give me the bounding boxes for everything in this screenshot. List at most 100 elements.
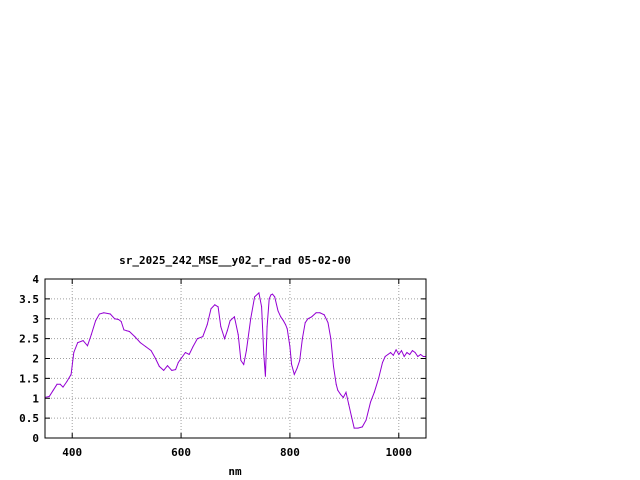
- data-point: [345, 391, 347, 393]
- data-point: [134, 336, 136, 338]
- data-point: [220, 326, 222, 328]
- y-tick-label: 3: [32, 313, 39, 326]
- data-point: [333, 365, 334, 367]
- data-point: [103, 312, 105, 314]
- data-point: [414, 352, 416, 353]
- data-point: [299, 360, 301, 361]
- data-point: [139, 342, 141, 344]
- y-tick-label: 2: [32, 353, 39, 366]
- data-point: [214, 304, 216, 306]
- data-point: [158, 365, 160, 367]
- data-point: [264, 375, 266, 377]
- data-point: [77, 342, 79, 344]
- data-point: [401, 350, 402, 352]
- x-tick-label: 800: [280, 446, 300, 459]
- data-point: [311, 316, 313, 318]
- data-point: [180, 358, 182, 359]
- data-point: [390, 352, 392, 353]
- data-point: [82, 340, 84, 342]
- data-point: [268, 298, 270, 300]
- data-point: [210, 308, 212, 310]
- data-point: [373, 391, 375, 393]
- data-point: [188, 354, 190, 355]
- y-tick-label: 0.5: [19, 412, 39, 425]
- data-point: [56, 383, 58, 385]
- data-point: [357, 427, 359, 429]
- x-axis-ticks: 400 600 800 1000: [62, 279, 412, 459]
- data-point: [171, 369, 173, 371]
- data-point: [233, 316, 235, 318]
- data-point: [365, 419, 367, 421]
- data-point: [330, 338, 332, 340]
- data-point: [150, 350, 152, 352]
- data-point: [229, 320, 231, 322]
- data-point: [123, 329, 125, 331]
- data-point: [258, 292, 260, 294]
- data-point: [422, 356, 424, 357]
- y-tick-label: 4: [32, 273, 39, 286]
- data-point: [126, 330, 128, 332]
- data-point: [272, 293, 273, 295]
- data-point: [387, 354, 389, 355]
- data-point: [307, 318, 309, 320]
- data-point: [280, 316, 282, 318]
- y-tick-label: 1: [32, 392, 39, 405]
- data-point: [155, 358, 156, 359]
- data-point: [403, 356, 405, 357]
- data-point: [202, 336, 204, 338]
- data-point: [73, 352, 75, 353]
- data-point: [282, 320, 284, 322]
- data-point: [128, 331, 130, 332]
- x-axis-label: nm: [228, 465, 242, 478]
- data-point: [420, 354, 422, 355]
- data-point: [340, 393, 341, 395]
- data-point: [398, 354, 400, 355]
- data-point: [263, 354, 265, 355]
- data-point: [109, 313, 111, 315]
- data-point: [196, 338, 198, 340]
- data-point: [48, 395, 50, 397]
- data-point: [52, 389, 54, 391]
- data-point: [323, 314, 325, 316]
- data-point: [319, 312, 321, 314]
- data-point: [370, 401, 371, 403]
- data-point: [411, 350, 413, 352]
- data-point: [120, 321, 122, 322]
- data-point: [118, 319, 119, 320]
- data-point: [335, 383, 337, 385]
- data-point: [384, 356, 386, 357]
- data-point: [277, 310, 279, 312]
- x-tick-label: 1000: [386, 446, 413, 459]
- data-point: [217, 306, 219, 308]
- plot-border: [44, 278, 427, 439]
- data-point: [327, 322, 329, 324]
- data-point: [270, 294, 272, 296]
- data-point: [245, 350, 247, 352]
- data-point: [175, 369, 177, 371]
- data-point: [163, 369, 165, 371]
- x-tick-label: 600: [171, 446, 191, 459]
- grid: [45, 279, 426, 438]
- y-tick-label: 0: [32, 432, 39, 445]
- data-point: [226, 330, 228, 332]
- data-point: [192, 346, 194, 348]
- data-point: [177, 362, 179, 363]
- data-point: [392, 354, 394, 356]
- x-tick-label: 400: [62, 446, 82, 459]
- data-point: [98, 313, 100, 315]
- data-point: [237, 334, 239, 336]
- data-point: [250, 318, 252, 320]
- data-point: [254, 296, 256, 298]
- data-point: [66, 381, 68, 383]
- data-point: [337, 389, 339, 391]
- data-point: [70, 373, 72, 375]
- data-point: [114, 318, 116, 320]
- data-point: [291, 364, 293, 365]
- data-point: [382, 362, 383, 363]
- chart-title: sr_2025_242_MSE__y02_r_rad 05-02-00: [119, 254, 351, 267]
- data-point: [296, 367, 298, 369]
- data-point: [145, 346, 147, 348]
- data-point: [62, 386, 64, 388]
- data-point: [293, 373, 295, 375]
